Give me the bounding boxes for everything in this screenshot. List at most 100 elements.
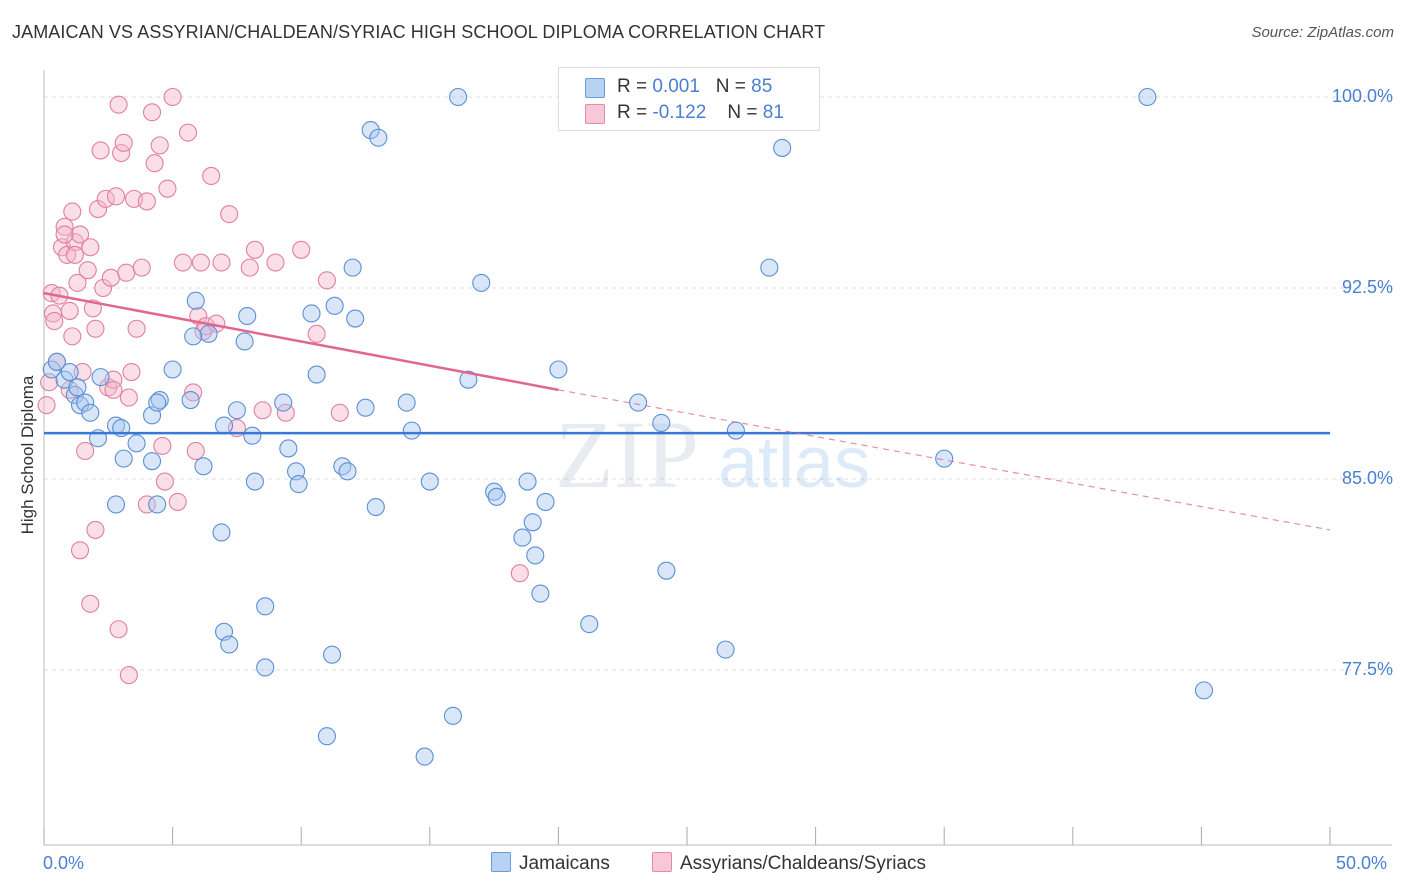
assyrian-point [142, 103, 162, 122]
assyrian-point [119, 666, 138, 685]
jamaican-point [333, 457, 352, 476]
jamaican-point [235, 332, 254, 351]
jamaican-point [325, 296, 344, 315]
jamaican-point [773, 138, 792, 157]
watermark: ZIP atlas [555, 401, 870, 508]
jamaican-point [513, 528, 532, 547]
jamaican-point [256, 658, 275, 677]
jamaican-point [256, 597, 275, 616]
assyrian-point [81, 238, 100, 257]
assyrian-point [109, 95, 128, 114]
jamaican-point [443, 706, 462, 725]
jamaican-point [580, 615, 599, 634]
jamaican-point [523, 513, 542, 532]
jamaican-point [76, 393, 95, 412]
assyrian-point [55, 217, 74, 236]
jamaican-point [148, 393, 167, 412]
assyrian-point [65, 245, 84, 264]
jamaican-point [402, 421, 421, 440]
watermark-zip: ZIP [555, 401, 699, 508]
assyrian-point [173, 253, 192, 272]
jamaican-point [68, 378, 87, 397]
jamaican-point [70, 396, 90, 415]
jamaican-point [127, 434, 146, 453]
jamaican-point [323, 645, 342, 664]
jamaican-point [220, 635, 239, 654]
assyrian-point [307, 324, 326, 343]
jamaican-point [531, 584, 550, 603]
jamaican-point [81, 403, 100, 422]
assyrian-point [186, 441, 205, 461]
trend-lines [43, 291, 1331, 531]
jamaican-points [42, 87, 1214, 766]
jamaican-point [652, 413, 671, 433]
jamaican-point [760, 258, 779, 277]
assyrian-point [78, 261, 97, 280]
stats-legend: R = 0.001 N = 85 R = -0.122 N = 81 [558, 67, 820, 131]
bottom-legend-label-assyrians: Assyrians/Chaldeans/Syriacs [680, 853, 927, 874]
assyrian-trend-line [43, 291, 559, 392]
jamaican-point [343, 258, 362, 277]
legend-n-value: 81 [762, 102, 784, 123]
jamaican-point [716, 640, 735, 659]
assyrian-point [153, 436, 172, 455]
assyrian-point [119, 388, 138, 407]
legend-n-label: N = [727, 102, 758, 123]
bottom-legend-swatch-blue [491, 852, 511, 872]
jamaican-point [338, 462, 357, 481]
jamaican-point [91, 368, 110, 387]
assyrian-point [220, 205, 239, 224]
gridlines [44, 96, 1392, 671]
jamaican-point [114, 449, 133, 468]
assyrian-point [122, 362, 141, 382]
assyrian-point [81, 594, 100, 613]
jamaican-point [346, 309, 365, 328]
assyrian-point [109, 620, 128, 639]
assyrian-point [168, 492, 187, 511]
jamaican-point [142, 452, 162, 471]
jamaican-point [397, 393, 416, 412]
watermark-atlas: atlas [718, 423, 870, 503]
jamaican-point [415, 747, 434, 766]
jamaican-point [1138, 87, 1157, 107]
assyrian-point [202, 166, 221, 185]
assyrian-point [266, 253, 285, 272]
chart-title: JAMAICAN VS ASSYRIAN/CHALDEAN/SYRIAC HIG… [12, 22, 826, 42]
y-tick-label: 85.0% [1341, 468, 1393, 488]
assyrian-point [37, 396, 56, 415]
jamaican-point [366, 497, 385, 517]
assyrian-point [94, 278, 113, 298]
assyrian-point [150, 136, 169, 155]
jamaican-point [243, 426, 262, 445]
y-tick-label: 100.0% [1331, 86, 1393, 106]
assyrian-point [86, 319, 105, 338]
assyrian-points [37, 87, 529, 685]
jamaican-point [47, 352, 66, 371]
jamaican-point [472, 273, 491, 292]
jamaican-point [369, 128, 388, 147]
jamaican-point [181, 391, 200, 410]
assyrian-point [155, 472, 174, 491]
assyrian-point [240, 258, 259, 277]
jamaican-point [485, 482, 504, 501]
legend-r-value: -0.122 [652, 102, 707, 123]
bottom-legend-label-jamaicans: Jamaicans [519, 853, 610, 874]
jamaican-point [459, 370, 478, 389]
assyrian-point [45, 312, 64, 331]
bottom-legend-jamaicans: Jamaicans [491, 852, 610, 875]
assyrian-point [253, 401, 272, 420]
jamaican-point [214, 416, 234, 435]
x-tick-label-min: 0.0% [43, 853, 85, 873]
assyrian-point [127, 319, 146, 338]
jamaican-point [279, 439, 298, 458]
jamaican-point [629, 393, 648, 412]
jamaican-point [317, 727, 336, 746]
assyrian-point [114, 133, 133, 152]
assyrian-point [510, 564, 529, 583]
assyrian-point [63, 202, 82, 221]
jamaican-point [245, 472, 264, 491]
jamaican-point [518, 472, 537, 491]
assyrian-point [91, 141, 110, 160]
assyrian-point [101, 268, 120, 287]
